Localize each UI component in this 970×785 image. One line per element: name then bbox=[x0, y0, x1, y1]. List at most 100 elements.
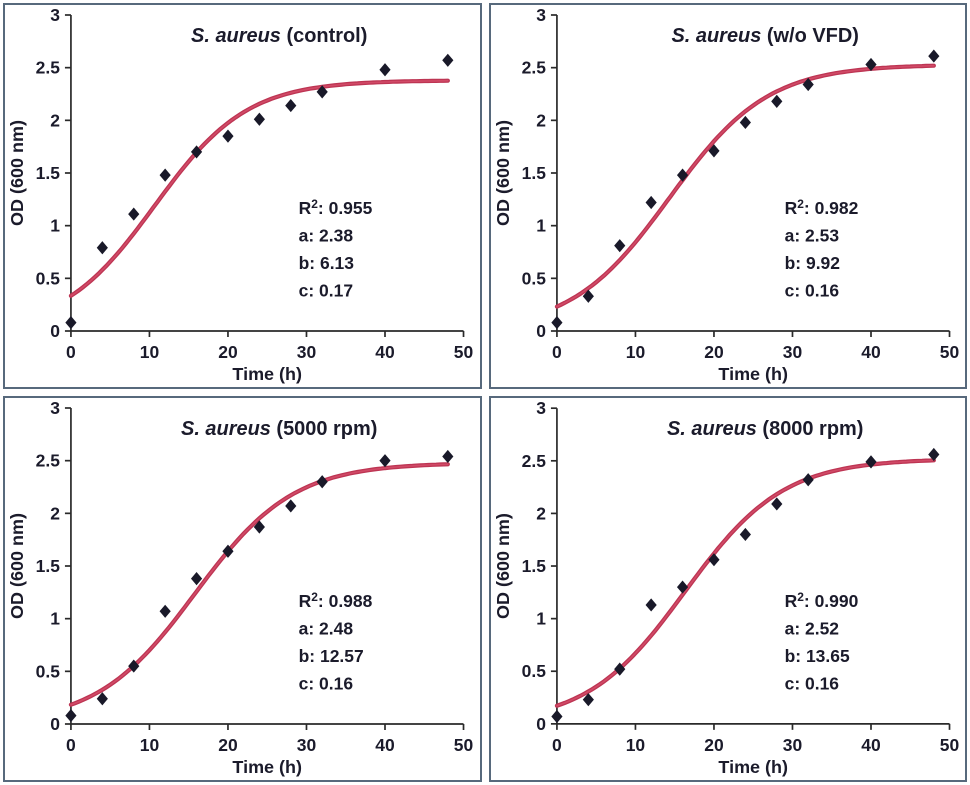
annotation-r2: R2: 0.988 bbox=[299, 590, 373, 611]
fit-curve bbox=[68, 462, 450, 707]
annotation-c: c: 0.16 bbox=[299, 674, 354, 694]
data-point-marker bbox=[190, 145, 203, 159]
data-point-marker bbox=[927, 447, 939, 462]
svg-text:10: 10 bbox=[140, 735, 159, 755]
data-points bbox=[65, 449, 454, 723]
annotation-r2: R2: 0.955 bbox=[299, 197, 373, 218]
annotation-a: a: 2.48 bbox=[299, 619, 354, 639]
data-point-marker bbox=[582, 693, 594, 707]
svg-text:40: 40 bbox=[375, 735, 394, 755]
annotation-b: b: 9.92 bbox=[784, 253, 840, 273]
svg-text:1: 1 bbox=[536, 216, 546, 236]
annotation-b: b: 12.57 bbox=[299, 646, 364, 666]
svg-text:0: 0 bbox=[536, 714, 546, 734]
svg-text:30: 30 bbox=[782, 342, 801, 362]
axes bbox=[64, 407, 465, 730]
data-point-marker bbox=[379, 63, 391, 77]
data-point-marker bbox=[285, 499, 297, 513]
annotation-c: c: 0.17 bbox=[299, 281, 353, 301]
svg-text:0.5: 0.5 bbox=[36, 661, 61, 681]
svg-text:40: 40 bbox=[861, 342, 880, 362]
axes bbox=[550, 407, 950, 730]
fit-curve-highlight bbox=[70, 79, 449, 297]
data-point-marker bbox=[864, 57, 877, 72]
svg-text:30: 30 bbox=[782, 735, 801, 755]
svg-text:0: 0 bbox=[66, 735, 76, 755]
svg-text:10: 10 bbox=[625, 342, 644, 362]
svg-text:0: 0 bbox=[50, 714, 60, 734]
data-point-marker bbox=[550, 315, 563, 330]
fit-annotation: R2: 0.988 a: 2.48 b: 12.57 c: 0.16 bbox=[299, 590, 373, 694]
svg-text:0.5: 0.5 bbox=[521, 268, 546, 288]
y-axis-label: OD (600 nm) bbox=[7, 120, 27, 226]
svg-text:0.5: 0.5 bbox=[521, 661, 546, 681]
fit-curve-highlight bbox=[555, 459, 935, 707]
svg-text:2: 2 bbox=[536, 110, 546, 130]
data-point-marker bbox=[582, 289, 594, 303]
fit-curve-highlight bbox=[555, 64, 935, 308]
data-point-marker bbox=[550, 709, 563, 724]
data-point-marker bbox=[613, 662, 625, 676]
svg-text:0: 0 bbox=[552, 735, 562, 755]
svg-text:50: 50 bbox=[454, 735, 473, 755]
svg-text:2.5: 2.5 bbox=[36, 58, 61, 78]
svg-text:50: 50 bbox=[939, 735, 958, 755]
svg-text:0: 0 bbox=[50, 321, 60, 341]
growth-chart-8000rpm: 0 10 20 30 40 50 0 0.5 1 1.5 2 2.5 3 Time (h) OD (600 … bbox=[492, 398, 958, 777]
data-point-marker bbox=[442, 449, 454, 464]
annotation-c: c: 0.16 bbox=[784, 673, 839, 693]
svg-text:50: 50 bbox=[454, 342, 473, 362]
data-point-marker bbox=[802, 473, 814, 487]
growth-chart-5000rpm: 0 10 20 30 40 50 0 0.5 1 1.5 2 2.5 3 Time (h) OD (600 … bbox=[7, 398, 474, 777]
chart-panel-8000rpm: 0 10 20 30 40 50 0 0.5 1 1.5 2 2.5 3 Time (h) OD (600 … bbox=[488, 396, 967, 782]
data-point-marker bbox=[802, 77, 814, 92]
annotation-a: a: 2.38 bbox=[299, 226, 354, 246]
y-axis-label: OD (600 nm) bbox=[492, 513, 512, 619]
svg-text:1.5: 1.5 bbox=[521, 556, 546, 576]
data-point-marker bbox=[253, 112, 265, 126]
annotation-r2: R2: 0.982 bbox=[784, 197, 858, 218]
x-axis-label: Time (h) bbox=[718, 757, 788, 777]
svg-text:0: 0 bbox=[536, 321, 546, 341]
data-point-marker bbox=[96, 692, 108, 706]
svg-text:30: 30 bbox=[297, 342, 316, 362]
data-points bbox=[65, 53, 454, 330]
svg-text:1.5: 1.5 bbox=[36, 556, 61, 576]
chart-panel-wo-vfd: 0 10 20 30 40 50 0 0.5 1 1.5 2 2.5 3 Time (h) OD (600 … bbox=[488, 3, 967, 389]
svg-text:3: 3 bbox=[536, 5, 546, 25]
chart-title: S. aureus (5000 rpm) bbox=[181, 418, 377, 440]
data-point-marker bbox=[379, 454, 391, 468]
annotation-b: b: 6.13 bbox=[299, 253, 355, 273]
data-point-marker bbox=[707, 144, 720, 158]
data-point-marker bbox=[770, 94, 782, 108]
chart-title: S. aureus (w/o VFD) bbox=[671, 25, 858, 47]
annotation-a: a: 2.52 bbox=[784, 619, 839, 639]
svg-text:1: 1 bbox=[50, 609, 60, 629]
svg-text:2: 2 bbox=[536, 503, 546, 523]
fit-curve bbox=[554, 458, 936, 708]
annotation-a: a: 2.53 bbox=[784, 226, 839, 246]
data-point-marker bbox=[770, 497, 782, 511]
svg-text:0: 0 bbox=[552, 342, 562, 362]
data-point-marker bbox=[316, 475, 328, 489]
data-points bbox=[550, 447, 939, 724]
svg-text:20: 20 bbox=[218, 342, 237, 362]
svg-text:20: 20 bbox=[218, 735, 237, 755]
annotation-c: c: 0.16 bbox=[784, 281, 839, 301]
fit-curve bbox=[554, 63, 936, 309]
tick-labels: 0 10 20 30 40 50 0 0.5 1 1.5 2 2.5 3 bbox=[36, 398, 474, 755]
y-axis-label: OD (600 nm) bbox=[7, 513, 27, 619]
data-point-marker bbox=[96, 241, 108, 255]
svg-text:1.5: 1.5 bbox=[36, 163, 61, 183]
data-point-marker bbox=[65, 708, 77, 723]
data-point-marker bbox=[222, 129, 234, 143]
data-point-marker bbox=[159, 604, 171, 618]
data-point-marker bbox=[645, 598, 657, 612]
data-point-marker bbox=[645, 195, 657, 210]
data-point-marker bbox=[864, 455, 877, 469]
svg-text:1.5: 1.5 bbox=[521, 163, 546, 183]
svg-text:2: 2 bbox=[50, 110, 60, 130]
data-point-marker bbox=[316, 85, 328, 99]
data-point-marker bbox=[739, 527, 751, 542]
